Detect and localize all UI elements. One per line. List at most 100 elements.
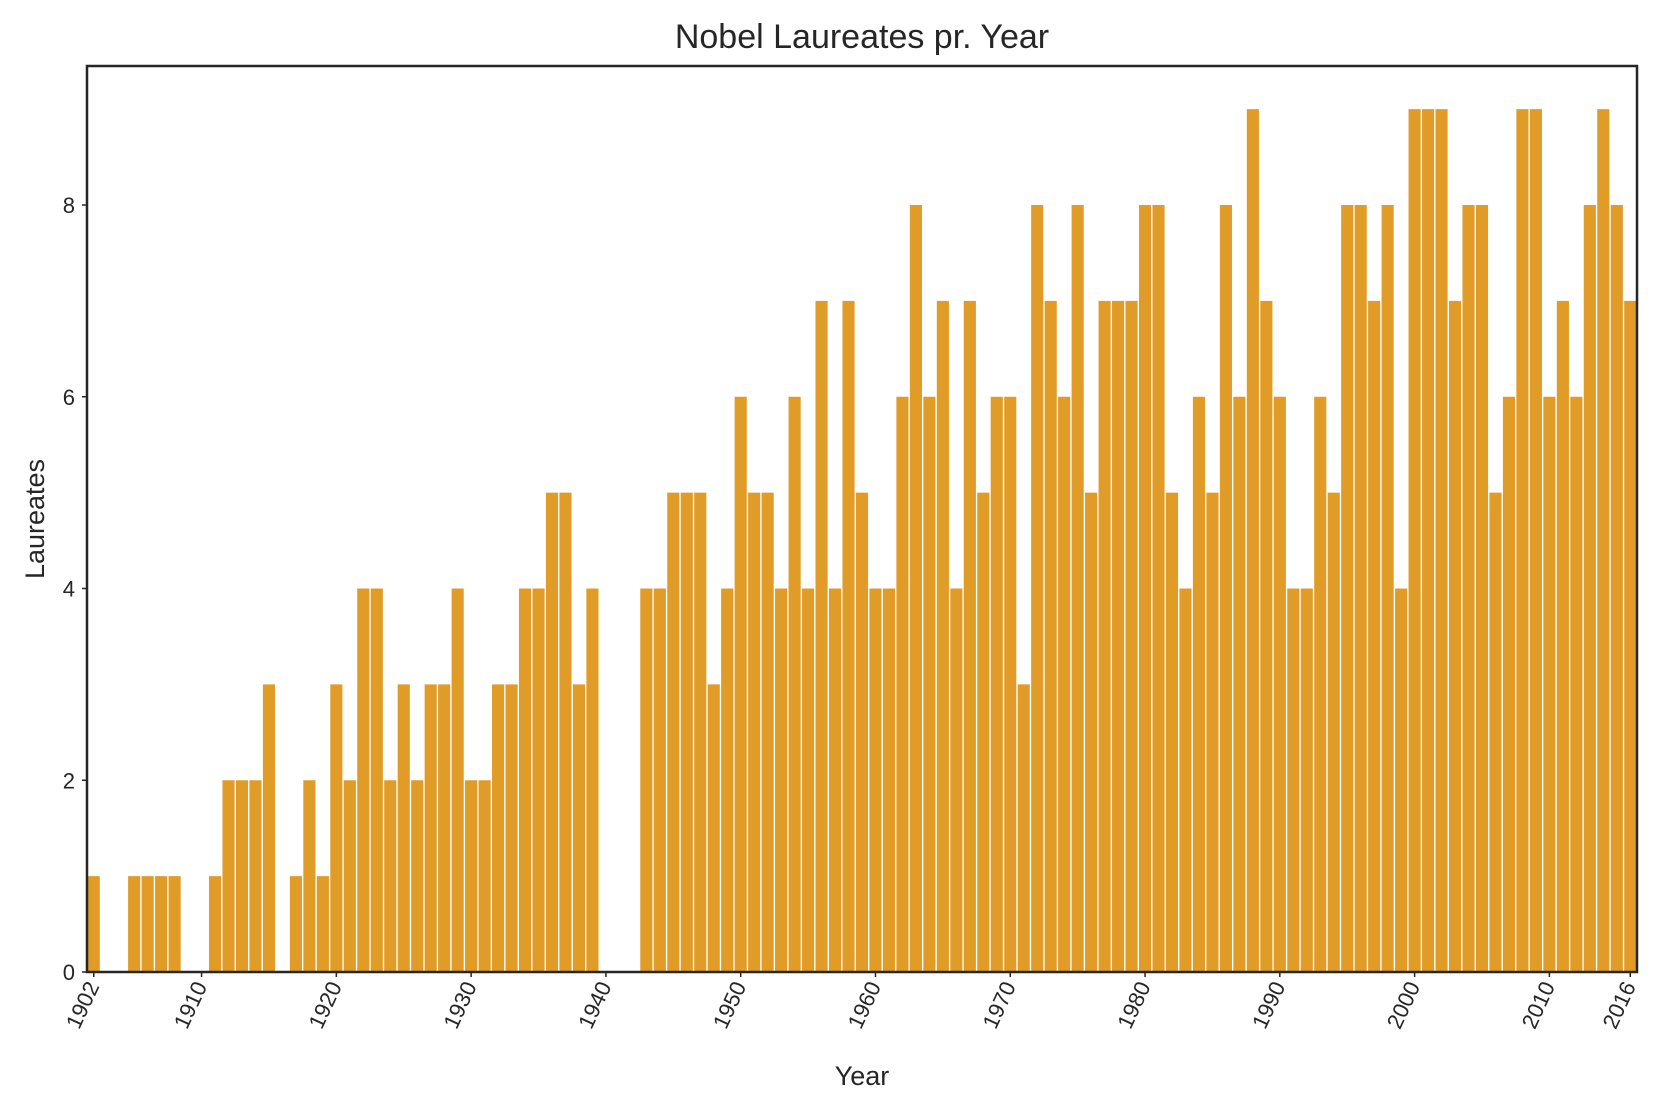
bar	[572, 684, 586, 972]
bar	[1071, 205, 1084, 972]
bar	[532, 588, 545, 972]
bar	[1246, 109, 1259, 972]
bar	[1543, 396, 1556, 972]
bar	[977, 492, 990, 972]
bar	[451, 588, 464, 972]
bar	[370, 588, 383, 972]
bar	[1031, 205, 1044, 972]
y-axis-label: Laureates	[20, 459, 50, 579]
bar	[869, 588, 882, 972]
bar	[1112, 300, 1125, 972]
bar	[936, 300, 949, 972]
bar	[1004, 396, 1017, 972]
bar	[707, 684, 720, 972]
bar	[1529, 109, 1542, 972]
x-tick-label: 1902	[61, 978, 104, 1033]
bar	[235, 780, 249, 972]
bar	[1583, 205, 1596, 972]
bar	[1233, 396, 1246, 972]
bar	[518, 588, 532, 972]
bar	[734, 396, 747, 972]
bar	[667, 492, 680, 972]
bar	[1017, 684, 1030, 972]
bar	[802, 588, 815, 972]
bar	[1138, 205, 1152, 972]
bar	[1219, 205, 1232, 972]
bar	[492, 684, 505, 972]
bar	[1556, 300, 1569, 972]
bar	[1368, 300, 1381, 972]
bar	[1327, 492, 1340, 972]
plot-frame	[85, 64, 1639, 974]
bar	[478, 780, 491, 972]
bar	[155, 876, 168, 972]
bar	[1610, 205, 1623, 972]
y-tick-label: 8	[63, 193, 75, 218]
y-tick-label: 4	[63, 577, 75, 602]
x-tick-label: 1950	[708, 978, 751, 1033]
bar	[424, 684, 437, 972]
bar	[357, 588, 370, 972]
bar	[208, 876, 222, 972]
bar	[640, 588, 653, 972]
bar	[990, 396, 1003, 972]
bar	[896, 396, 909, 972]
y-tick-label: 6	[63, 385, 75, 410]
bar	[923, 396, 936, 972]
bar	[1300, 588, 1313, 972]
bar	[828, 588, 842, 972]
bar	[1287, 588, 1300, 972]
bar	[1381, 205, 1394, 972]
bar	[1422, 109, 1435, 972]
bar	[343, 780, 356, 972]
bar	[694, 492, 707, 972]
bar	[289, 876, 302, 972]
bar	[1354, 205, 1367, 972]
bar	[1489, 492, 1502, 972]
x-tick-label: 1970	[977, 978, 1020, 1033]
bar	[1475, 205, 1489, 972]
bar	[761, 492, 774, 972]
x-axis-label: Year	[835, 1061, 890, 1091]
bar	[141, 876, 154, 972]
bar	[1044, 300, 1057, 972]
bar	[303, 780, 316, 972]
y-tick-label: 0	[63, 960, 75, 985]
bar	[87, 876, 100, 972]
bar	[1395, 588, 1408, 972]
chart-title: Nobel Laureates pr. Year	[675, 18, 1049, 56]
bar	[1597, 109, 1610, 972]
bar	[1085, 492, 1098, 972]
x-tick-label: 1980	[1112, 978, 1155, 1033]
bar	[653, 588, 666, 972]
bar	[1260, 300, 1273, 972]
y-tick-label: 2	[63, 768, 75, 793]
bar	[1179, 588, 1192, 972]
bar	[1152, 205, 1165, 972]
bar	[330, 684, 343, 972]
bar	[465, 780, 478, 972]
bar	[909, 205, 922, 972]
bar	[1516, 109, 1529, 972]
bar	[1502, 396, 1516, 972]
bar	[316, 876, 329, 972]
bar	[397, 684, 410, 972]
x-tick-label: 2000	[1382, 978, 1425, 1033]
bar	[1408, 109, 1421, 972]
x-tick-label: 1940	[573, 978, 616, 1033]
bar	[262, 684, 276, 972]
bar	[1448, 300, 1462, 972]
bar	[1098, 300, 1111, 972]
bar	[128, 876, 141, 972]
bar	[384, 780, 397, 972]
bar	[1314, 396, 1327, 972]
bar	[963, 300, 976, 972]
bar	[855, 492, 869, 972]
bar	[1206, 492, 1219, 972]
bar	[680, 492, 693, 972]
bar	[1058, 396, 1071, 972]
bar	[842, 300, 855, 972]
x-tick-label: 2016	[1597, 978, 1640, 1033]
bar	[1125, 300, 1138, 972]
